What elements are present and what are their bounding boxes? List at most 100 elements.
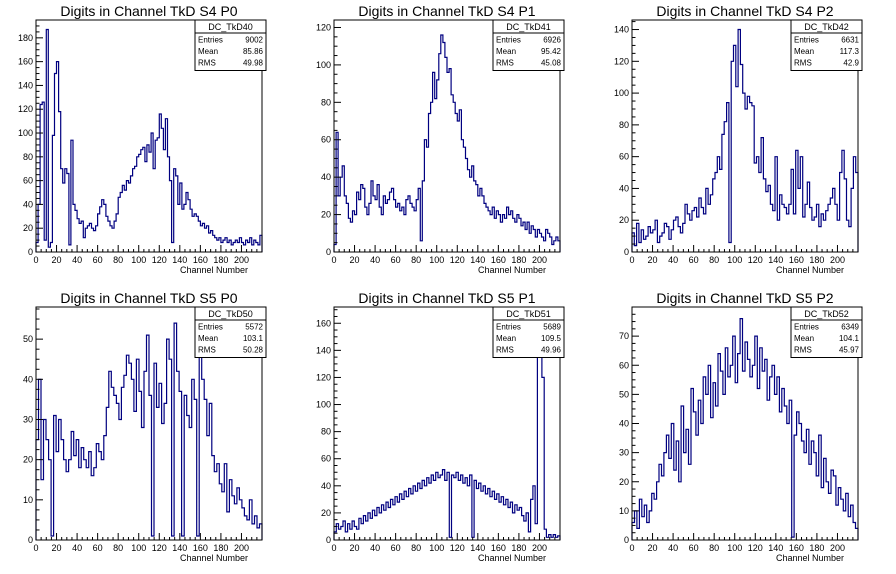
stats-label: Entries (496, 36, 521, 45)
y-tick-label: 50 (619, 389, 629, 399)
histogram-line (631, 28, 859, 252)
x-tick-label: 200 (830, 543, 845, 553)
stats-box: DC_TkD41 Entries 6926 Mean 95.42 RMS 45.08 (492, 19, 565, 71)
stats-value: 42.9 (843, 59, 859, 68)
y-tick-label: 100 (614, 88, 629, 98)
x-tick-label: 100 (429, 255, 444, 265)
stats-value: 6926 (543, 36, 561, 45)
stats-label: Entries (198, 323, 223, 332)
x-tick-label: 140 (768, 543, 783, 553)
y-tick-label: 60 (23, 176, 33, 186)
x-tick-label: 80 (113, 543, 123, 553)
x-tick-label: 180 (809, 543, 824, 553)
histogram-panel: Digits in Channel TkD S5 P00 20 40 60 80 100 1… (23, 290, 267, 563)
x-tick-label: 100 (727, 543, 742, 553)
x-tick-label: 0 (331, 255, 336, 265)
y-tick-label: 60 (321, 135, 331, 145)
chart-title: Digits in Channel TkD S4 P2 (656, 3, 833, 19)
stats-box-name: DC_TkD52 (804, 309, 849, 319)
stats-label: RMS (496, 59, 514, 68)
x-tick-label: 200 (532, 543, 547, 553)
x-tick-label: 80 (113, 255, 123, 265)
stats-label: Mean (794, 334, 814, 343)
stats-value: 50.28 (243, 346, 264, 355)
y-tick-label: 20 (23, 455, 33, 465)
y-tick-label: 60 (619, 360, 629, 370)
x-axis-label: Channel Number (478, 553, 546, 563)
x-tick-label: 180 (213, 255, 228, 265)
y-tick-label: 10 (619, 506, 629, 516)
x-tick-label: 80 (411, 543, 421, 553)
stats-box-frame (492, 19, 565, 71)
y-tick-label: 0 (28, 535, 33, 545)
y-tick-label: 80 (23, 152, 33, 162)
x-tick-label: 40 (72, 255, 82, 265)
stats-label: RMS (496, 346, 514, 355)
x-tick-label: 20 (350, 255, 360, 265)
x-tick-label: 160 (193, 543, 208, 553)
y-tick-label: 0 (326, 535, 331, 545)
chart-title: Digits in Channel TkD S5 P0 (60, 290, 237, 306)
stats-label: Entries (198, 36, 223, 45)
histogram-panel: Digits in Channel TkD S4 P0 0 20 40 60 80 100 1… (18, 3, 267, 275)
x-tick-label: 40 (370, 543, 380, 553)
stats-box-name: DC_TkD51 (506, 309, 551, 319)
stats-value: 45.08 (541, 59, 562, 68)
stats-value: 117.3 (840, 47, 860, 56)
stats-label: RMS (794, 346, 812, 355)
y-tick-label: 80 (321, 427, 331, 437)
histogram-panel: Digits in Channel TkD S5 P1 0 20 40 60 80 100 1… (316, 290, 565, 563)
x-tick-label: 20 (648, 255, 658, 265)
x-tick-label: 40 (370, 255, 380, 265)
stats-label: Entries (496, 323, 521, 332)
stats-value: 6631 (841, 36, 859, 45)
stats-value: 109.5 (541, 334, 562, 343)
x-tick-label: 60 (93, 543, 103, 553)
x-tick-label: 60 (689, 543, 699, 553)
x-tick-label: 80 (709, 543, 719, 553)
stats-label: Mean (198, 47, 218, 56)
y-tick-label: 60 (321, 454, 331, 464)
x-tick-label: 200 (830, 255, 845, 265)
x-tick-label: 200 (532, 255, 547, 265)
stats-value: 104.1 (839, 334, 860, 343)
x-tick-label: 40 (668, 543, 678, 553)
x-tick-label: 160 (193, 255, 208, 265)
stats-value: 6349 (841, 323, 859, 332)
chart-title: Digits in Channel TkD S5 P2 (656, 290, 833, 306)
histogram-line (333, 322, 561, 540)
stats-label: Mean (794, 47, 814, 56)
stats-value: 45.97 (839, 346, 860, 355)
x-tick-label: 60 (391, 255, 401, 265)
x-tick-label: 0 (33, 543, 38, 553)
stats-value: 95.42 (541, 47, 562, 56)
y-tick-label: 50 (23, 334, 33, 344)
x-tick-label: 60 (391, 543, 401, 553)
x-tick-label: 160 (789, 543, 804, 553)
x-tick-label: 120 (748, 255, 763, 265)
y-tick-label: 0 (28, 247, 33, 257)
stats-box-frame (194, 306, 267, 358)
stats-box-name: DC_TkD50 (208, 309, 253, 319)
x-tick-label: 80 (709, 255, 719, 265)
x-tick-label: 40 (72, 543, 82, 553)
y-tick-label: 70 (619, 331, 629, 341)
y-tick-label: 140 (316, 345, 331, 355)
y-tick-label: 60 (619, 152, 629, 162)
x-axis-label: Channel Number (180, 265, 248, 275)
x-tick-label: 180 (511, 543, 526, 553)
x-tick-label: 20 (350, 543, 360, 553)
y-tick-label: 120 (18, 104, 33, 114)
histogram-panel: Digits in Channel TkD S4 P2 0 20 40 60 80 100 1… (614, 3, 863, 275)
y-tick-label: 120 (614, 56, 629, 66)
x-tick-label: 20 (648, 543, 658, 553)
y-tick-label: 180 (18, 33, 33, 43)
y-tick-label: 140 (614, 25, 629, 35)
x-tick-label: 0 (331, 543, 336, 553)
stats-box-frame (790, 19, 863, 71)
stats-label: Entries (794, 36, 819, 45)
stats-label: RMS (198, 346, 216, 355)
x-tick-label: 140 (172, 255, 187, 265)
x-tick-label: 160 (789, 255, 804, 265)
stats-box: DC_TkD40 Entries 9002 Mean 85.86 RMS 49.98 (194, 19, 267, 71)
